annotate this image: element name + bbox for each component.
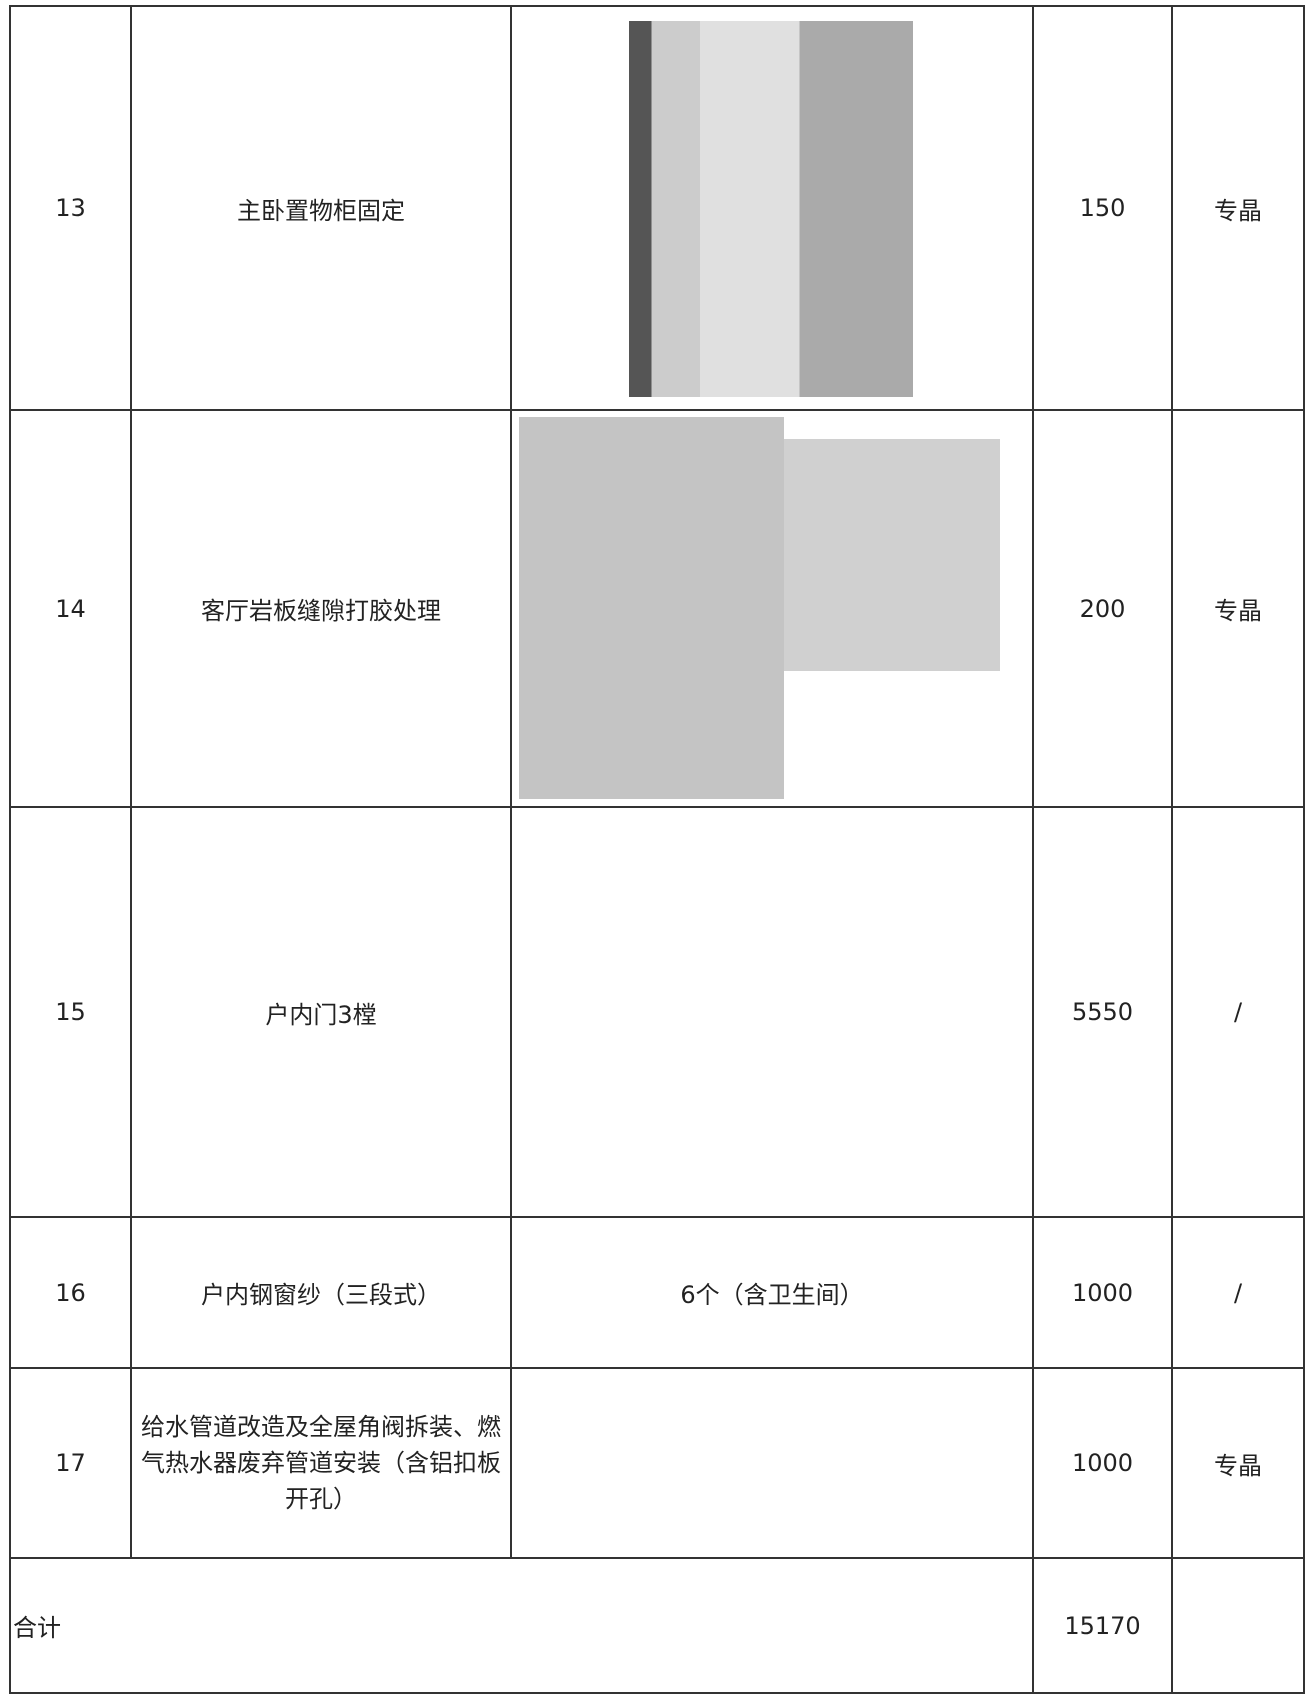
item: 客厅岩板缝隙打胶处理 xyxy=(130,409,512,808)
no: 14 xyxy=(9,409,132,808)
person: 专晶 xyxy=(1171,5,1305,411)
note xyxy=(510,806,1034,1218)
table: 13 主卧置物柜固定 150 专晶 14 客厅岩板缝隙打胶处理 200 专晶 1… xyxy=(9,5,1305,1694)
person: 专晶 xyxy=(1171,1367,1305,1559)
item: 给水管道改造及全屋角阀拆装、燃气热水器废弃管道安装（含铝扣板开孔） xyxy=(130,1367,512,1559)
photo-cell xyxy=(510,409,1034,808)
photo xyxy=(519,417,784,799)
price: 200 xyxy=(1032,409,1173,808)
price: 150 xyxy=(1032,5,1173,411)
no: 15 xyxy=(9,806,132,1218)
price: 1000 xyxy=(1032,1216,1173,1369)
total-amount: 15170 xyxy=(1032,1557,1173,1694)
photo xyxy=(629,21,913,397)
person: / xyxy=(1171,806,1305,1218)
photo-cell xyxy=(510,5,1034,411)
no: 16 xyxy=(9,1216,132,1369)
no: 13 xyxy=(9,5,132,411)
empty xyxy=(1171,1557,1305,1694)
person: 专晶 xyxy=(1171,409,1305,808)
person: / xyxy=(1171,1216,1305,1369)
photo xyxy=(784,439,1000,671)
note: 6个（含卫生间） xyxy=(510,1216,1034,1369)
total-label: 合计 xyxy=(9,1557,1034,1694)
item: 户内门3樘 xyxy=(130,806,512,1218)
item: 户内钢窗纱（三段式） xyxy=(130,1216,512,1369)
price: 1000 xyxy=(1032,1367,1173,1559)
item: 主卧置物柜固定 xyxy=(130,5,512,411)
no: 17 xyxy=(9,1367,132,1559)
price: 5550 xyxy=(1032,806,1173,1218)
note xyxy=(510,1367,1034,1559)
